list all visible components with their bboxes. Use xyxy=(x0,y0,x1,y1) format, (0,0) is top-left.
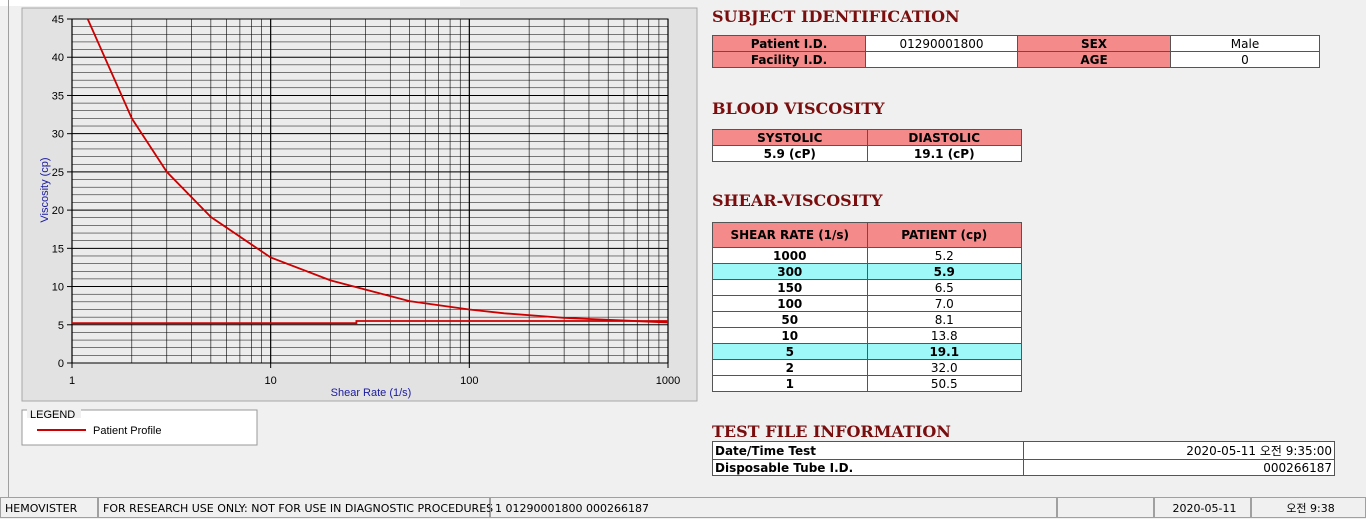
cell: 5 xyxy=(712,343,868,360)
cell: Patient I.D. xyxy=(712,35,866,52)
status-pane: FOR RESEARCH USE ONLY: NOT FOR USE IN DI… xyxy=(98,497,493,518)
cell: Disposable Tube I.D. xyxy=(712,459,1024,476)
y-tick-label: 0 xyxy=(58,358,64,370)
status-pane: 오전 9:38 xyxy=(1251,497,1366,518)
legend-title: LEGEND xyxy=(30,409,75,421)
cell: 0 xyxy=(1170,51,1320,68)
y-tick-label: 45 xyxy=(52,14,64,26)
cell: Male xyxy=(1170,35,1320,52)
section-title: TEST FILE INFORMATION xyxy=(712,422,951,441)
chart: Shear Rate (1/s) Viscosity (cp) LEGEND 0… xyxy=(21,7,698,446)
legend-label: Patient Profile xyxy=(93,425,161,437)
cell: 50.5 xyxy=(866,375,1022,392)
status-pane: 1 01290001800 000266187 xyxy=(490,497,1057,518)
shear-table: SHEAR RATE (1/s) PATIENT (cp) 1000 5.2 300 5… xyxy=(712,222,1022,392)
y-tick-label: 25 xyxy=(52,167,64,179)
cell xyxy=(865,51,1018,68)
status-pane xyxy=(1057,497,1154,518)
y-tick-label: 30 xyxy=(52,129,64,141)
y-axis-label: Viscosity (cp) xyxy=(39,157,51,222)
y-tick-label: 35 xyxy=(52,90,64,102)
cell: 5.9 xyxy=(866,263,1022,280)
status-pane: 2020-05-11 xyxy=(1154,497,1251,518)
subject-table: Patient I.D. 01290001800 SEX Male Facility … xyxy=(712,35,1320,68)
left-border xyxy=(8,0,9,497)
table-row: 5 19.1 xyxy=(712,343,1022,360)
cell: Facility I.D. xyxy=(712,51,866,68)
section-title: SHEAR-VISCOSITY xyxy=(712,191,883,210)
y-tick-label: 15 xyxy=(52,243,64,255)
cell: 150 xyxy=(712,279,868,296)
cell: 7.0 xyxy=(866,295,1022,312)
cell: 300 xyxy=(712,263,868,280)
cell: 19.1 xyxy=(866,343,1022,360)
table-row: 1 50.5 xyxy=(712,375,1022,392)
top-strip xyxy=(0,0,460,6)
cell: SEX xyxy=(1017,35,1171,52)
test-file-table: Date/Time Test 2020-05-11 오전 9:35:00 Disp… xyxy=(712,441,1335,476)
cell: 01290001800 xyxy=(865,35,1018,52)
table-row: 100 7.0 xyxy=(712,295,1022,312)
cell: 13.8 xyxy=(866,327,1022,344)
blood-table: SYSTOLIC DIASTOLIC 5.9 (cP) 19.1 (cP) xyxy=(712,129,1022,162)
cell: 1000 xyxy=(712,247,868,264)
cell: 19.1 (cP) xyxy=(866,145,1022,162)
cell: 5.2 xyxy=(866,247,1022,264)
table-row: 10 13.8 xyxy=(712,327,1022,344)
cell: 8.1 xyxy=(866,311,1022,328)
status-pane: HEMOVISTER xyxy=(0,497,98,518)
section-title: SUBJECT IDENTIFICATION xyxy=(712,7,960,26)
cell: SHEAR RATE (1/s) xyxy=(712,222,868,248)
table-row: 1000 5.2 xyxy=(712,247,1022,264)
cell: 32.0 xyxy=(866,359,1022,376)
plot-area xyxy=(71,18,669,364)
y-tick-label: 10 xyxy=(52,282,64,294)
x-axis-label: Shear Rate (1/s) xyxy=(331,387,412,399)
cell: SYSTOLIC xyxy=(712,129,868,146)
table-row: 2 32.0 xyxy=(712,359,1022,376)
cell: 10 xyxy=(712,327,868,344)
x-tick-label: 1 xyxy=(69,375,75,387)
cell: PATIENT (cp) xyxy=(866,222,1022,248)
legend-title-bg xyxy=(27,404,81,418)
cell: 100 xyxy=(712,295,868,312)
table-row: 150 6.5 xyxy=(712,279,1022,296)
cell: 2 xyxy=(712,359,868,376)
cell: DIASTOLIC xyxy=(866,129,1022,146)
cell: 2020-05-11 오전 9:35:00 xyxy=(1023,441,1335,460)
table-row: 50 8.1 xyxy=(712,311,1022,328)
cell: Date/Time Test xyxy=(712,441,1024,460)
table-row: 300 5.9 xyxy=(712,263,1022,280)
cell: 50 xyxy=(712,311,868,328)
cell: 1 xyxy=(712,375,868,392)
data-line xyxy=(86,18,669,324)
cell: AGE xyxy=(1017,51,1171,68)
x-tick-label: 1000 xyxy=(656,375,680,387)
section-title: BLOOD VISCOSITY xyxy=(712,99,885,118)
x-tick-label: 100 xyxy=(460,375,478,387)
y-tick-label: 40 xyxy=(52,52,64,64)
cell: 5.9 (cP) xyxy=(712,145,868,162)
cell: 000266187 xyxy=(1023,459,1335,476)
y-tick-label: 5 xyxy=(58,320,64,332)
y-tick-label: 20 xyxy=(52,205,64,217)
data-line xyxy=(72,320,668,325)
x-tick-label: 10 xyxy=(265,375,277,387)
cell: 6.5 xyxy=(866,279,1022,296)
